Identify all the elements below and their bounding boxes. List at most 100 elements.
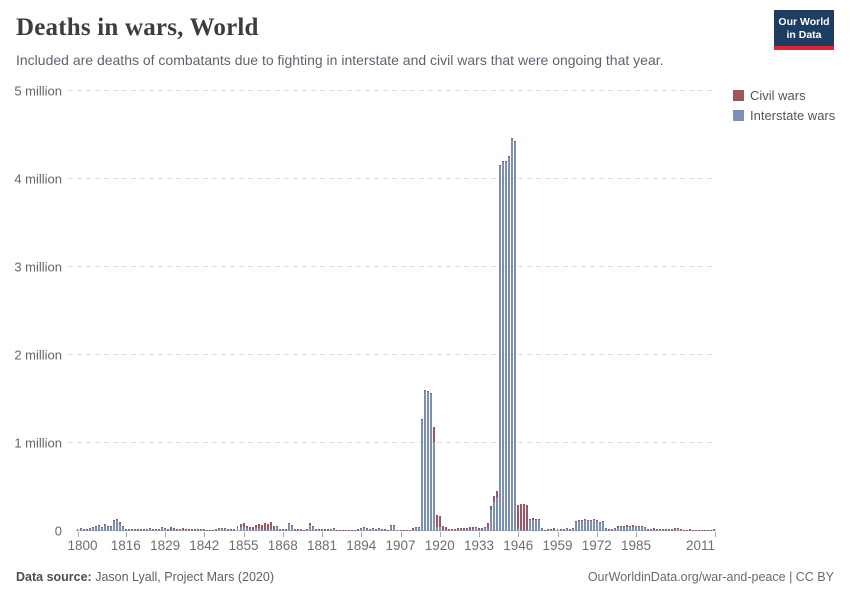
bar-interstate-1804[interactable] [88, 528, 91, 531]
bar-interstate-1839[interactable] [194, 530, 197, 531]
bar-interstate-1960[interactable] [559, 530, 562, 531]
bar-interstate-1856[interactable] [245, 528, 248, 531]
bar-interstate-1972[interactable] [595, 521, 598, 531]
bar-civil-1834[interactable] [179, 528, 182, 531]
bar-civil-1891[interactable] [351, 529, 354, 531]
bar-interstate-1982[interactable] [625, 527, 628, 531]
bar-interstate-1938[interactable] [493, 501, 496, 531]
bar-interstate-1828[interactable] [161, 527, 164, 531]
bar-civil-1890[interactable] [348, 529, 351, 531]
bar-civil-1968[interactable] [583, 519, 586, 521]
bar-interstate-1835[interactable] [182, 530, 185, 531]
bar-civil-1992[interactable] [656, 528, 659, 531]
bar-civil-1949[interactable] [526, 504, 529, 531]
bar-civil-1814[interactable] [118, 522, 121, 524]
bar-civil-1969[interactable] [586, 520, 589, 522]
bar-interstate-1987[interactable] [641, 527, 644, 531]
bar-civil-1989[interactable] [647, 528, 650, 531]
bar-interstate-1911[interactable] [411, 529, 414, 531]
bar-interstate-2001[interactable] [683, 530, 686, 531]
bar-civil-1842[interactable] [203, 529, 206, 531]
bar-interstate-1950[interactable] [529, 520, 532, 531]
bar-civil-1831[interactable] [170, 527, 173, 531]
bar-interstate-1994[interactable] [662, 530, 665, 531]
bar-interstate-2006[interactable] [698, 530, 701, 531]
bar-interstate-1935[interactable] [484, 528, 487, 531]
bar-interstate-1953[interactable] [538, 520, 541, 531]
bar-civil-1959[interactable] [556, 529, 559, 531]
bar-civil-2009[interactable] [707, 529, 710, 531]
bar-interstate-1842[interactable] [203, 530, 206, 531]
bar-interstate-1888[interactable] [342, 530, 345, 531]
bar-civil-1874[interactable] [299, 529, 302, 531]
bar-civil-1967[interactable] [580, 519, 583, 522]
bar-civil-1851[interactable] [230, 528, 233, 531]
bar-interstate-1990[interactable] [650, 530, 653, 531]
bar-interstate-1934[interactable] [481, 530, 484, 531]
bar-civil-1982[interactable] [625, 525, 628, 528]
bar-interstate-1958[interactable] [553, 530, 556, 531]
bar-civil-1875[interactable] [302, 529, 305, 531]
bar-interstate-1891[interactable] [351, 530, 354, 531]
bar-civil-1882[interactable] [324, 528, 327, 530]
bar-interstate-1807[interactable] [97, 525, 100, 531]
bar-interstate-1978[interactable] [613, 529, 616, 531]
bar-interstate-1933[interactable] [478, 529, 480, 531]
bar-interstate-1895[interactable] [363, 528, 366, 531]
bar-civil-1812[interactable] [112, 520, 115, 522]
bar-interstate-1849[interactable] [224, 529, 227, 531]
bar-interstate-1942[interactable] [505, 161, 508, 531]
bar-interstate-1838[interactable] [191, 530, 194, 531]
bar-interstate-1851[interactable] [230, 530, 233, 531]
bar-interstate-2000[interactable] [680, 529, 683, 531]
bar-civil-2002[interactable] [686, 529, 689, 531]
bar-civil-1862[interactable] [263, 522, 266, 530]
bar-interstate-1929[interactable] [465, 529, 468, 531]
bar-interstate-1974[interactable] [601, 522, 604, 531]
bar-civil-1857[interactable] [248, 527, 251, 530]
bar-interstate-1971[interactable] [592, 520, 595, 531]
bar-civil-1861[interactable] [260, 524, 263, 530]
bar-interstate-1955[interactable] [544, 530, 547, 531]
bar-civil-1906[interactable] [396, 529, 399, 531]
bar-civil-1946[interactable] [517, 504, 520, 530]
bar-civil-1914[interactable] [420, 418, 423, 420]
bar-interstate-1852[interactable] [233, 530, 236, 531]
bar-civil-1918[interactable] [432, 427, 435, 443]
bar-interstate-1857[interactable] [248, 529, 251, 531]
bar-civil-1925[interactable] [453, 528, 456, 531]
bar-civil-1879[interactable] [315, 528, 317, 530]
bar-interstate-1865[interactable] [272, 529, 275, 531]
bar-civil-1895[interactable] [363, 527, 366, 529]
bar-interstate-1868[interactable] [281, 530, 284, 531]
bar-interstate-1980[interactable] [619, 527, 622, 531]
bar-civil-1945[interactable] [514, 141, 517, 143]
bar-civil-1854[interactable] [239, 524, 242, 528]
bar-civil-1907[interactable] [399, 529, 402, 531]
bar-interstate-1894[interactable] [360, 528, 363, 531]
bar-civil-1833[interactable] [176, 529, 179, 531]
bar-civil-1954[interactable] [541, 528, 544, 530]
bar-interstate-2007[interactable] [701, 530, 704, 531]
bar-civil-1888[interactable] [342, 529, 345, 531]
bar-civil-1958[interactable] [553, 528, 556, 531]
bar-civil-1893[interactable] [357, 529, 360, 531]
bar-civil-1944[interactable] [511, 137, 514, 139]
bar-civil-1994[interactable] [662, 528, 665, 531]
bar-civil-1974[interactable] [601, 521, 604, 523]
bar-civil-1935[interactable] [484, 527, 487, 529]
bar-civil-1908[interactable] [402, 529, 405, 531]
bar-civil-1804[interactable] [88, 527, 91, 529]
bar-civil-1934[interactable] [481, 528, 484, 531]
bar-civil-1904[interactable] [390, 525, 393, 527]
bar-interstate-2003[interactable] [689, 530, 692, 531]
bar-interstate-1992[interactable] [656, 530, 659, 531]
bar-civil-1817[interactable] [127, 528, 130, 531]
bar-interstate-1812[interactable] [112, 521, 115, 531]
bar-interstate-1884[interactable] [330, 529, 333, 531]
bar-civil-2008[interactable] [704, 529, 707, 531]
bar-interstate-1863[interactable] [266, 529, 269, 531]
bar-civil-1979[interactable] [616, 526, 619, 529]
bar-interstate-1939[interactable] [496, 497, 499, 531]
bar-interstate-1845[interactable] [212, 530, 215, 531]
